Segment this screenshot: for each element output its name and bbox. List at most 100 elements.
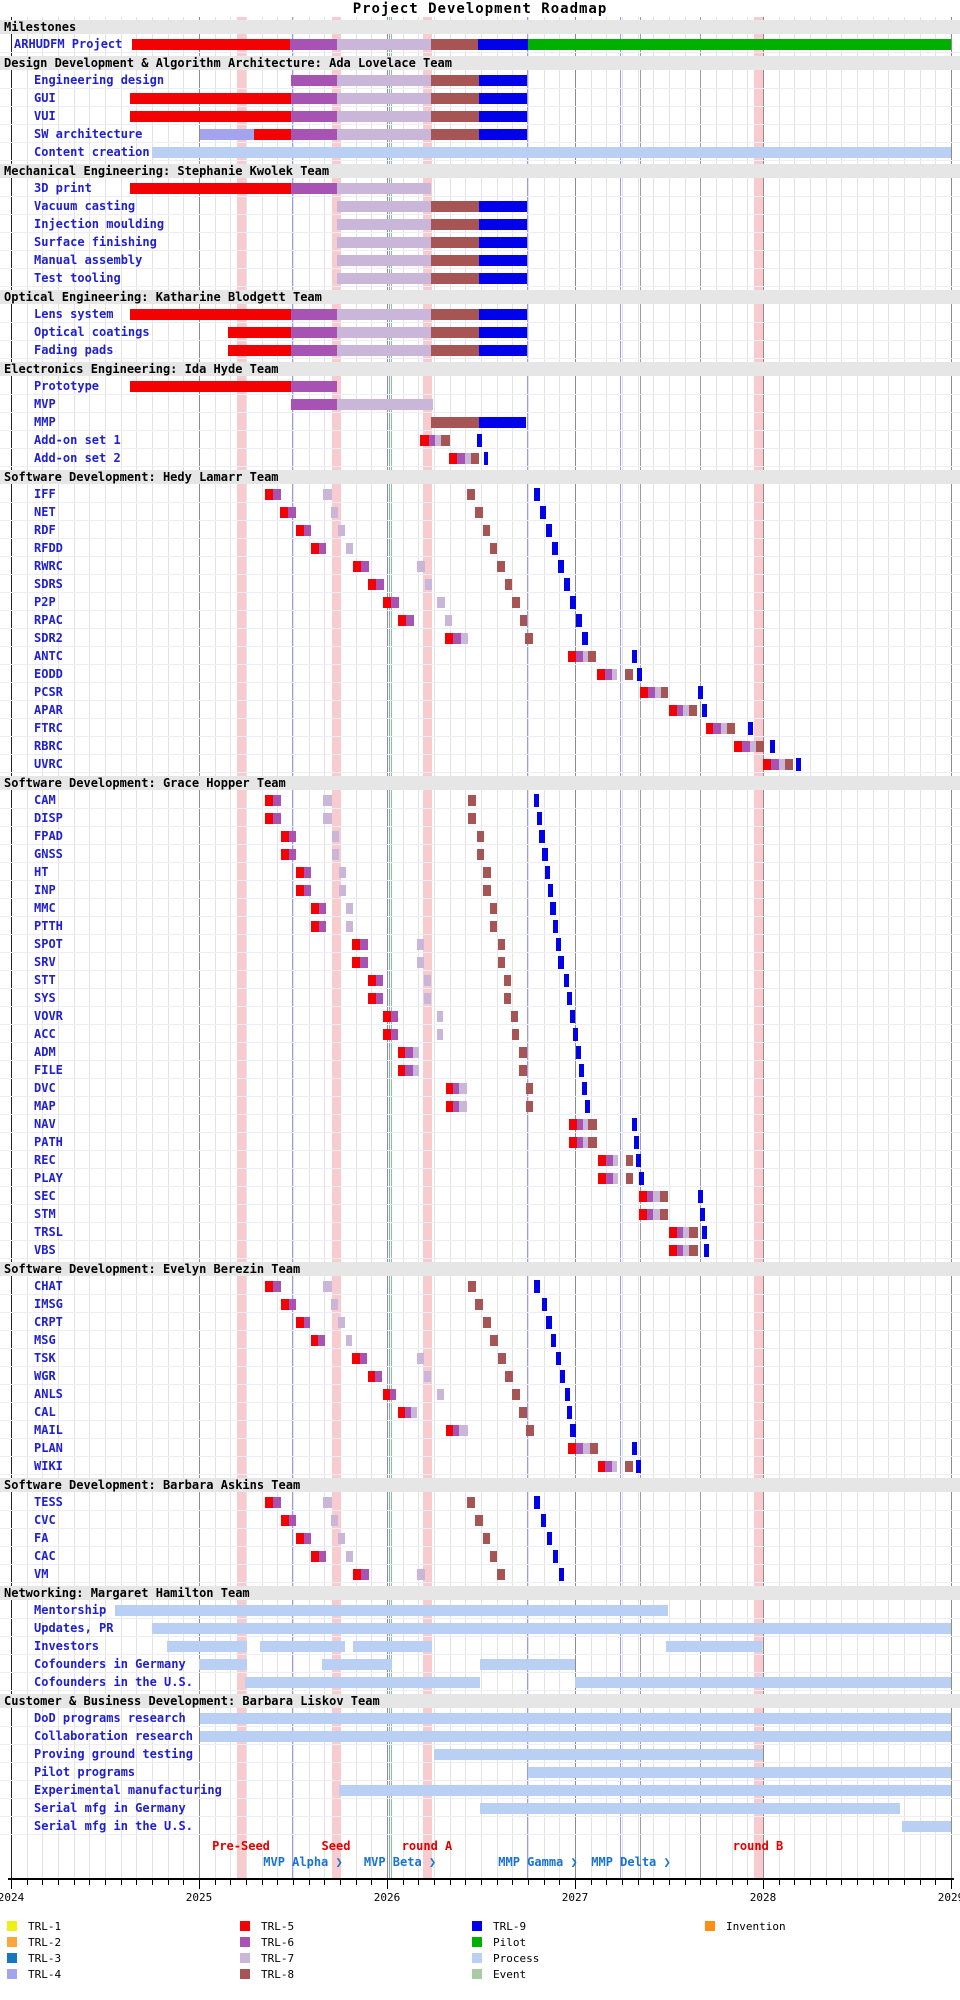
- gantt-bar-segment: [437, 1389, 444, 1400]
- gantt-bar-segment: [519, 1065, 527, 1076]
- gantt-bar-segment: [583, 1119, 588, 1130]
- gantt-bar-segment: [669, 1227, 677, 1238]
- gantt-bar-segment: [528, 39, 951, 50]
- gantt-bar-segment: [570, 1010, 575, 1023]
- task-row: [0, 845, 960, 863]
- task-label: SDRS: [34, 577, 63, 591]
- gantt-bar-segment: [199, 1659, 247, 1670]
- axis-month-tick: [371, 1880, 373, 1885]
- gantt-bar-segment: [534, 1280, 540, 1293]
- grid-month-line: [841, 17, 843, 1878]
- grid-month-line: [794, 17, 796, 1878]
- gantt-bar-segment: [291, 327, 337, 338]
- task-label: REC: [34, 1153, 56, 1167]
- task-label: SYS: [34, 991, 56, 1005]
- task-label: DVC: [34, 1081, 56, 1095]
- gantt-bar-segment: [479, 75, 527, 86]
- task-label: WGR: [34, 1369, 56, 1383]
- grid-month-line: [58, 17, 59, 1878]
- gate-line: [700, 17, 701, 1878]
- gantt-bar-segment: [479, 237, 527, 248]
- grid-month-line: [26, 17, 28, 1878]
- funding-round-label: Seed: [321, 1839, 351, 1853]
- gantt-bar-segment: [504, 975, 511, 986]
- gantt-bar-segment: [424, 993, 431, 1004]
- task-row: [0, 413, 960, 431]
- gantt-bar-segment: [273, 813, 281, 824]
- gantt-bar-segment: [605, 1461, 612, 1472]
- task-row: [0, 1457, 960, 1475]
- gantt-bar-segment: [632, 650, 637, 663]
- gantt-bar-segment: [289, 831, 296, 842]
- gantt-bar-segment: [639, 1209, 647, 1220]
- gantt-bar-segment: [576, 1046, 581, 1059]
- gantt-bar-segment: [459, 1101, 467, 1112]
- gantt-bar-segment: [338, 525, 345, 536]
- gantt-bar-segment: [331, 507, 338, 518]
- gantt-bar-segment: [632, 1442, 637, 1455]
- task-label: APAR: [34, 703, 63, 717]
- axis-year-tick: [387, 1880, 388, 1889]
- gantt-bar-segment: [512, 1389, 520, 1400]
- task-row: [0, 323, 960, 341]
- gantt-bar-segment: [583, 651, 588, 662]
- grid-month-line: [152, 17, 153, 1878]
- gantt-bar-segment: [200, 129, 254, 140]
- task-label: UVRC: [34, 757, 63, 771]
- grid-month-line: [340, 17, 341, 1878]
- task-row: [0, 251, 960, 269]
- task-label: Prototype: [34, 379, 100, 393]
- gantt-bar-segment: [152, 1623, 951, 1634]
- task-row: [0, 431, 960, 449]
- gantt-bar-segment: [468, 813, 476, 824]
- grid-month-line: [120, 17, 122, 1878]
- grid-month-line: [684, 17, 686, 1878]
- gantt-bar-segment: [902, 1821, 951, 1832]
- gantt-bar-segment: [391, 1011, 398, 1022]
- gantt-bar-segment: [435, 435, 441, 446]
- task-label: Manual assembly: [34, 253, 143, 267]
- gantt-bar-segment: [625, 1461, 633, 1472]
- task-row: [0, 719, 960, 737]
- gantt-bar-segment: [639, 1191, 647, 1202]
- section-header: Software Development: Barbara Askins Tea…: [0, 1478, 960, 1492]
- gantt-bar-segment: [398, 1407, 405, 1418]
- gantt-bar-segment: [376, 579, 384, 590]
- task-label: INP: [34, 883, 56, 897]
- axis-year-tick: [763, 1880, 764, 1889]
- gantt-bar-segment: [479, 219, 527, 230]
- gantt-bar-segment: [556, 938, 561, 951]
- task-row: [0, 1025, 960, 1043]
- axis-month-tick: [418, 1880, 420, 1885]
- gantt-bar-segment: [575, 1677, 951, 1688]
- gantt-bar-segment: [461, 633, 468, 644]
- grid-month-line: [904, 17, 905, 1878]
- gantt-bar-segment: [661, 687, 668, 698]
- gantt-bar-segment: [431, 75, 479, 86]
- gantt-bar-segment: [311, 921, 319, 932]
- gantt-bar-segment: [468, 795, 476, 806]
- gantt-bar-segment: [520, 615, 527, 626]
- axis-month-tick: [481, 1880, 482, 1885]
- gantt-bar-segment: [304, 525, 311, 536]
- legend-label: Event: [493, 1968, 527, 1981]
- axis-month-tick: [496, 1880, 498, 1885]
- gantt-bar-segment: [550, 902, 556, 915]
- gantt-bar-segment: [590, 1443, 598, 1454]
- task-row: [0, 1439, 960, 1457]
- axis-month-tick: [293, 1880, 294, 1885]
- axis-month-tick: [590, 1880, 592, 1885]
- task-row: [0, 449, 960, 467]
- task-row: [0, 1187, 960, 1205]
- gantt-bar-segment: [636, 1154, 641, 1167]
- gantt-bar-segment: [352, 1353, 360, 1364]
- gantt-bar-segment: [579, 1064, 584, 1077]
- grid-month-line: [89, 17, 91, 1878]
- gantt-bar-segment: [376, 993, 383, 1004]
- gantt-bar-segment: [585, 1100, 590, 1113]
- gantt-bar-segment: [323, 1281, 332, 1292]
- gantt-bar-segment: [626, 1155, 633, 1166]
- gantt-bar-segment: [289, 849, 296, 860]
- section-header: Networking: Margaret Hamilton Team: [0, 1586, 960, 1600]
- task-row: [0, 1169, 960, 1187]
